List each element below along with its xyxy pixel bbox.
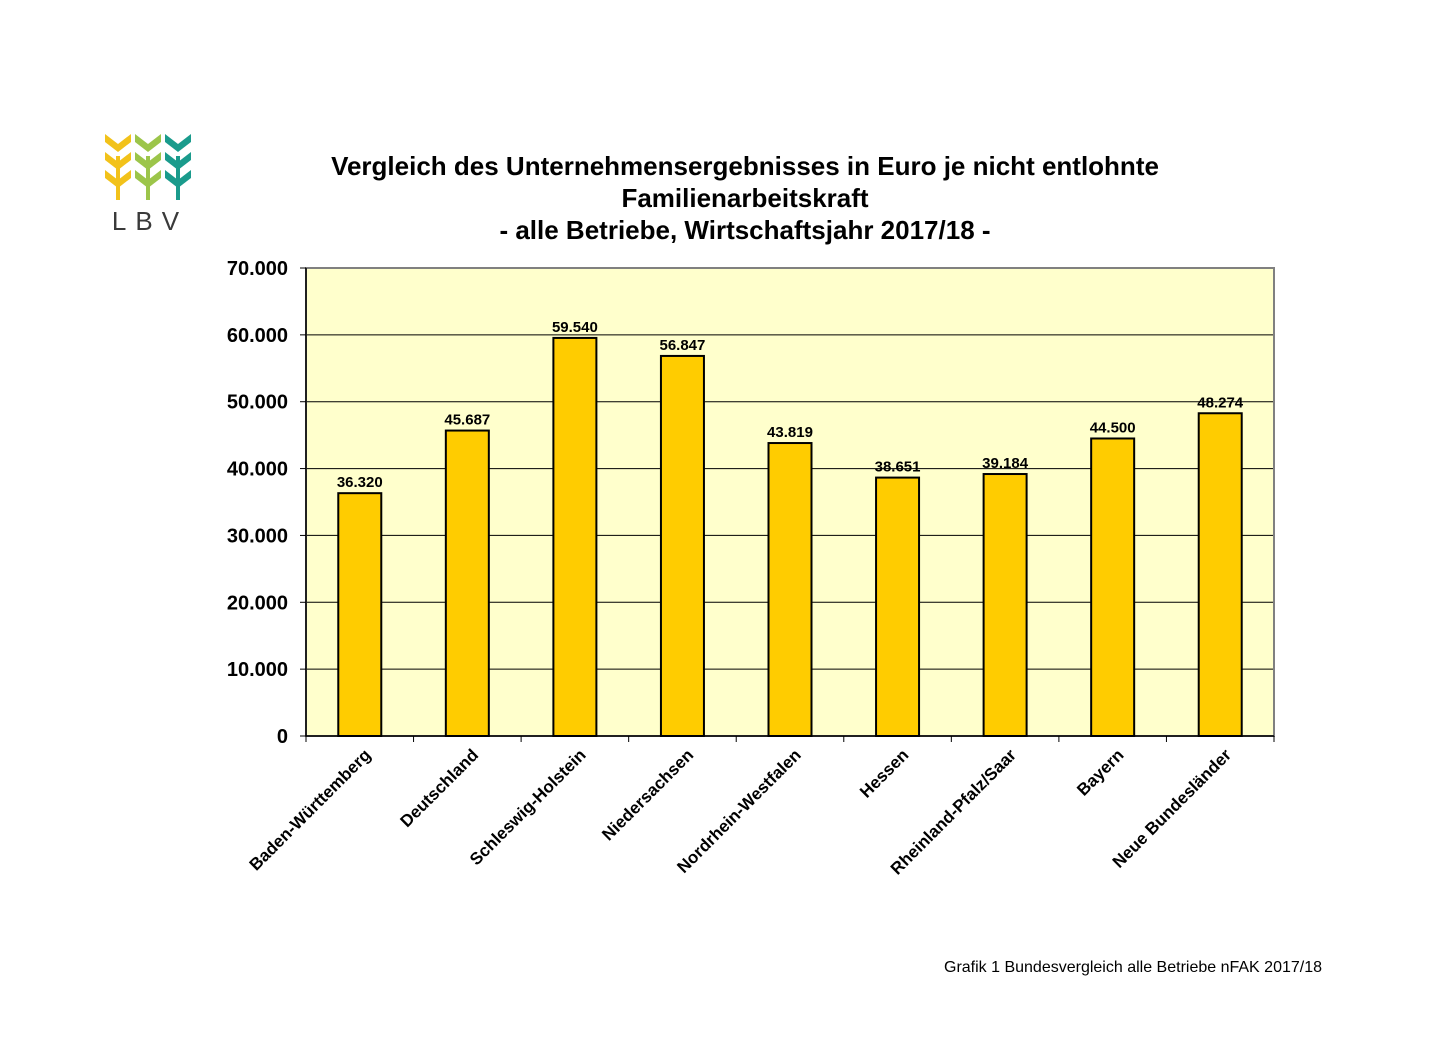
chart-title: Vergleich des Unternehmensergebnisses in…	[240, 150, 1250, 246]
bar	[552, 336, 598, 737]
logo-text: LBV	[111, 206, 189, 236]
bar	[1090, 437, 1136, 737]
bar-value-label: 59.540	[552, 319, 598, 336]
chart-title-line-1: Vergleich des Unternehmensergebnisses in…	[331, 151, 1159, 181]
bar-value-label: 38.651	[875, 459, 921, 476]
x-category-label: Niedersachsen	[598, 745, 697, 844]
y-tick-label: 50.000	[227, 392, 288, 414]
bar-value-label: 44.500	[1090, 419, 1136, 436]
y-tick-label: 0	[277, 726, 288, 748]
bar	[337, 492, 383, 738]
bar-value-label: 43.819	[767, 424, 813, 441]
bar	[444, 429, 490, 737]
y-tick-label: 30.000	[227, 525, 288, 547]
bar	[875, 476, 921, 737]
lbv-logo: LBV	[98, 126, 202, 236]
bar-value-label: 39.184	[982, 455, 1029, 472]
figure-caption: Grafik 1 Bundesvergleich alle Betriebe n…	[944, 959, 1323, 976]
x-category-label: Hessen	[856, 745, 912, 801]
x-category-label: Nordrhein-Westfalen	[673, 745, 804, 876]
x-category-label: Schleswig-Holstein	[466, 745, 590, 869]
bar-value-label: 56.847	[659, 337, 705, 354]
y-tick-label: 20.000	[227, 592, 288, 614]
wheat-stalk-green-icon	[135, 134, 161, 200]
y-tick-label: 10.000	[227, 659, 288, 681]
chart-title-line-3: - alle Betriebe, Wirtschaftsjahr 2017/18…	[499, 215, 991, 245]
y-tick-label: 60.000	[227, 325, 288, 347]
chart-title-line-2: Familienarbeitskraft	[621, 183, 869, 213]
x-category-label: Baden-Württemberg	[246, 745, 375, 874]
bar	[1197, 412, 1243, 737]
x-category-label: Rheinland-Pfalz/Saar	[887, 745, 1020, 878]
wheat-logo-icon	[105, 134, 191, 200]
wheat-stalk-yellow-icon	[105, 134, 131, 200]
x-category-label: Neue Bundesländer	[1109, 745, 1236, 872]
y-tick-label: 70.000	[227, 258, 288, 280]
bar-value-label: 45.687	[444, 412, 490, 429]
bar	[982, 473, 1028, 737]
bar-value-label: 36.320	[337, 474, 383, 491]
bar-value-label: 48.274	[1197, 394, 1244, 411]
bar	[767, 442, 813, 737]
x-category-label: Bayern	[1073, 745, 1127, 799]
x-category-label: Deutschland	[397, 745, 483, 831]
bar	[659, 354, 705, 737]
wheat-stalk-teal-icon	[165, 134, 191, 200]
y-tick-label: 40.000	[227, 459, 288, 481]
